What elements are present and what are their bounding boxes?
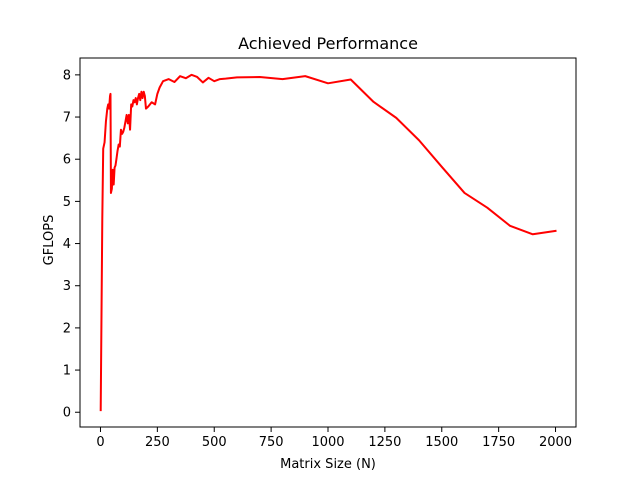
x-tick-label: 1000: [311, 435, 344, 450]
x-tick-label: 1750: [482, 435, 515, 450]
y-tick-label: 7: [63, 111, 71, 126]
y-tick-label: 8: [63, 68, 71, 83]
chart-title: Achieved Performance: [238, 34, 418, 53]
x-axis-label: Matrix Size (N): [280, 457, 376, 472]
x-tick-label: 500: [202, 435, 227, 450]
x-tick-label: 1500: [425, 435, 458, 450]
x-tick-label: 750: [259, 435, 284, 450]
x-tick-label: 0: [96, 435, 104, 450]
plot-area: 0 250 500 750 1000 1250 1500 1750 2000 0 1 2 3 4 5 6 7 8: [63, 57, 577, 450]
y-tick-label: 5: [63, 195, 71, 210]
y-axis-label: GFLOPS: [42, 215, 57, 266]
series-line-0: [99, 73, 557, 412]
y-tick-label: 3: [63, 279, 71, 294]
x-tick-label: 250: [145, 435, 170, 450]
y-tick-label: 6: [63, 153, 71, 168]
x-tick-label: 1250: [368, 435, 401, 450]
y-tick-label: 2: [63, 321, 71, 336]
y-tick-label: 0: [63, 406, 71, 421]
y-tick-label: 1: [63, 364, 71, 379]
x-tick-label: 2000: [539, 435, 572, 450]
y-tick-label: 4: [63, 237, 71, 252]
